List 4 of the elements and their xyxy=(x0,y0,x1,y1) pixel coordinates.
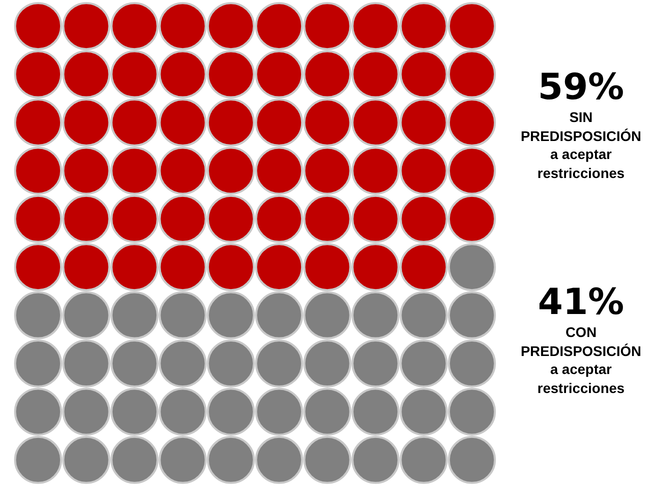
category-label: SIN PREDISPOSICIÓN a aceptar restricciones xyxy=(520,108,642,182)
data-label: 41% xyxy=(536,282,626,323)
data-label: 59% xyxy=(536,67,626,108)
category-label: CON PREDISPOSICIÓN a aceptar restricciones xyxy=(520,323,642,397)
